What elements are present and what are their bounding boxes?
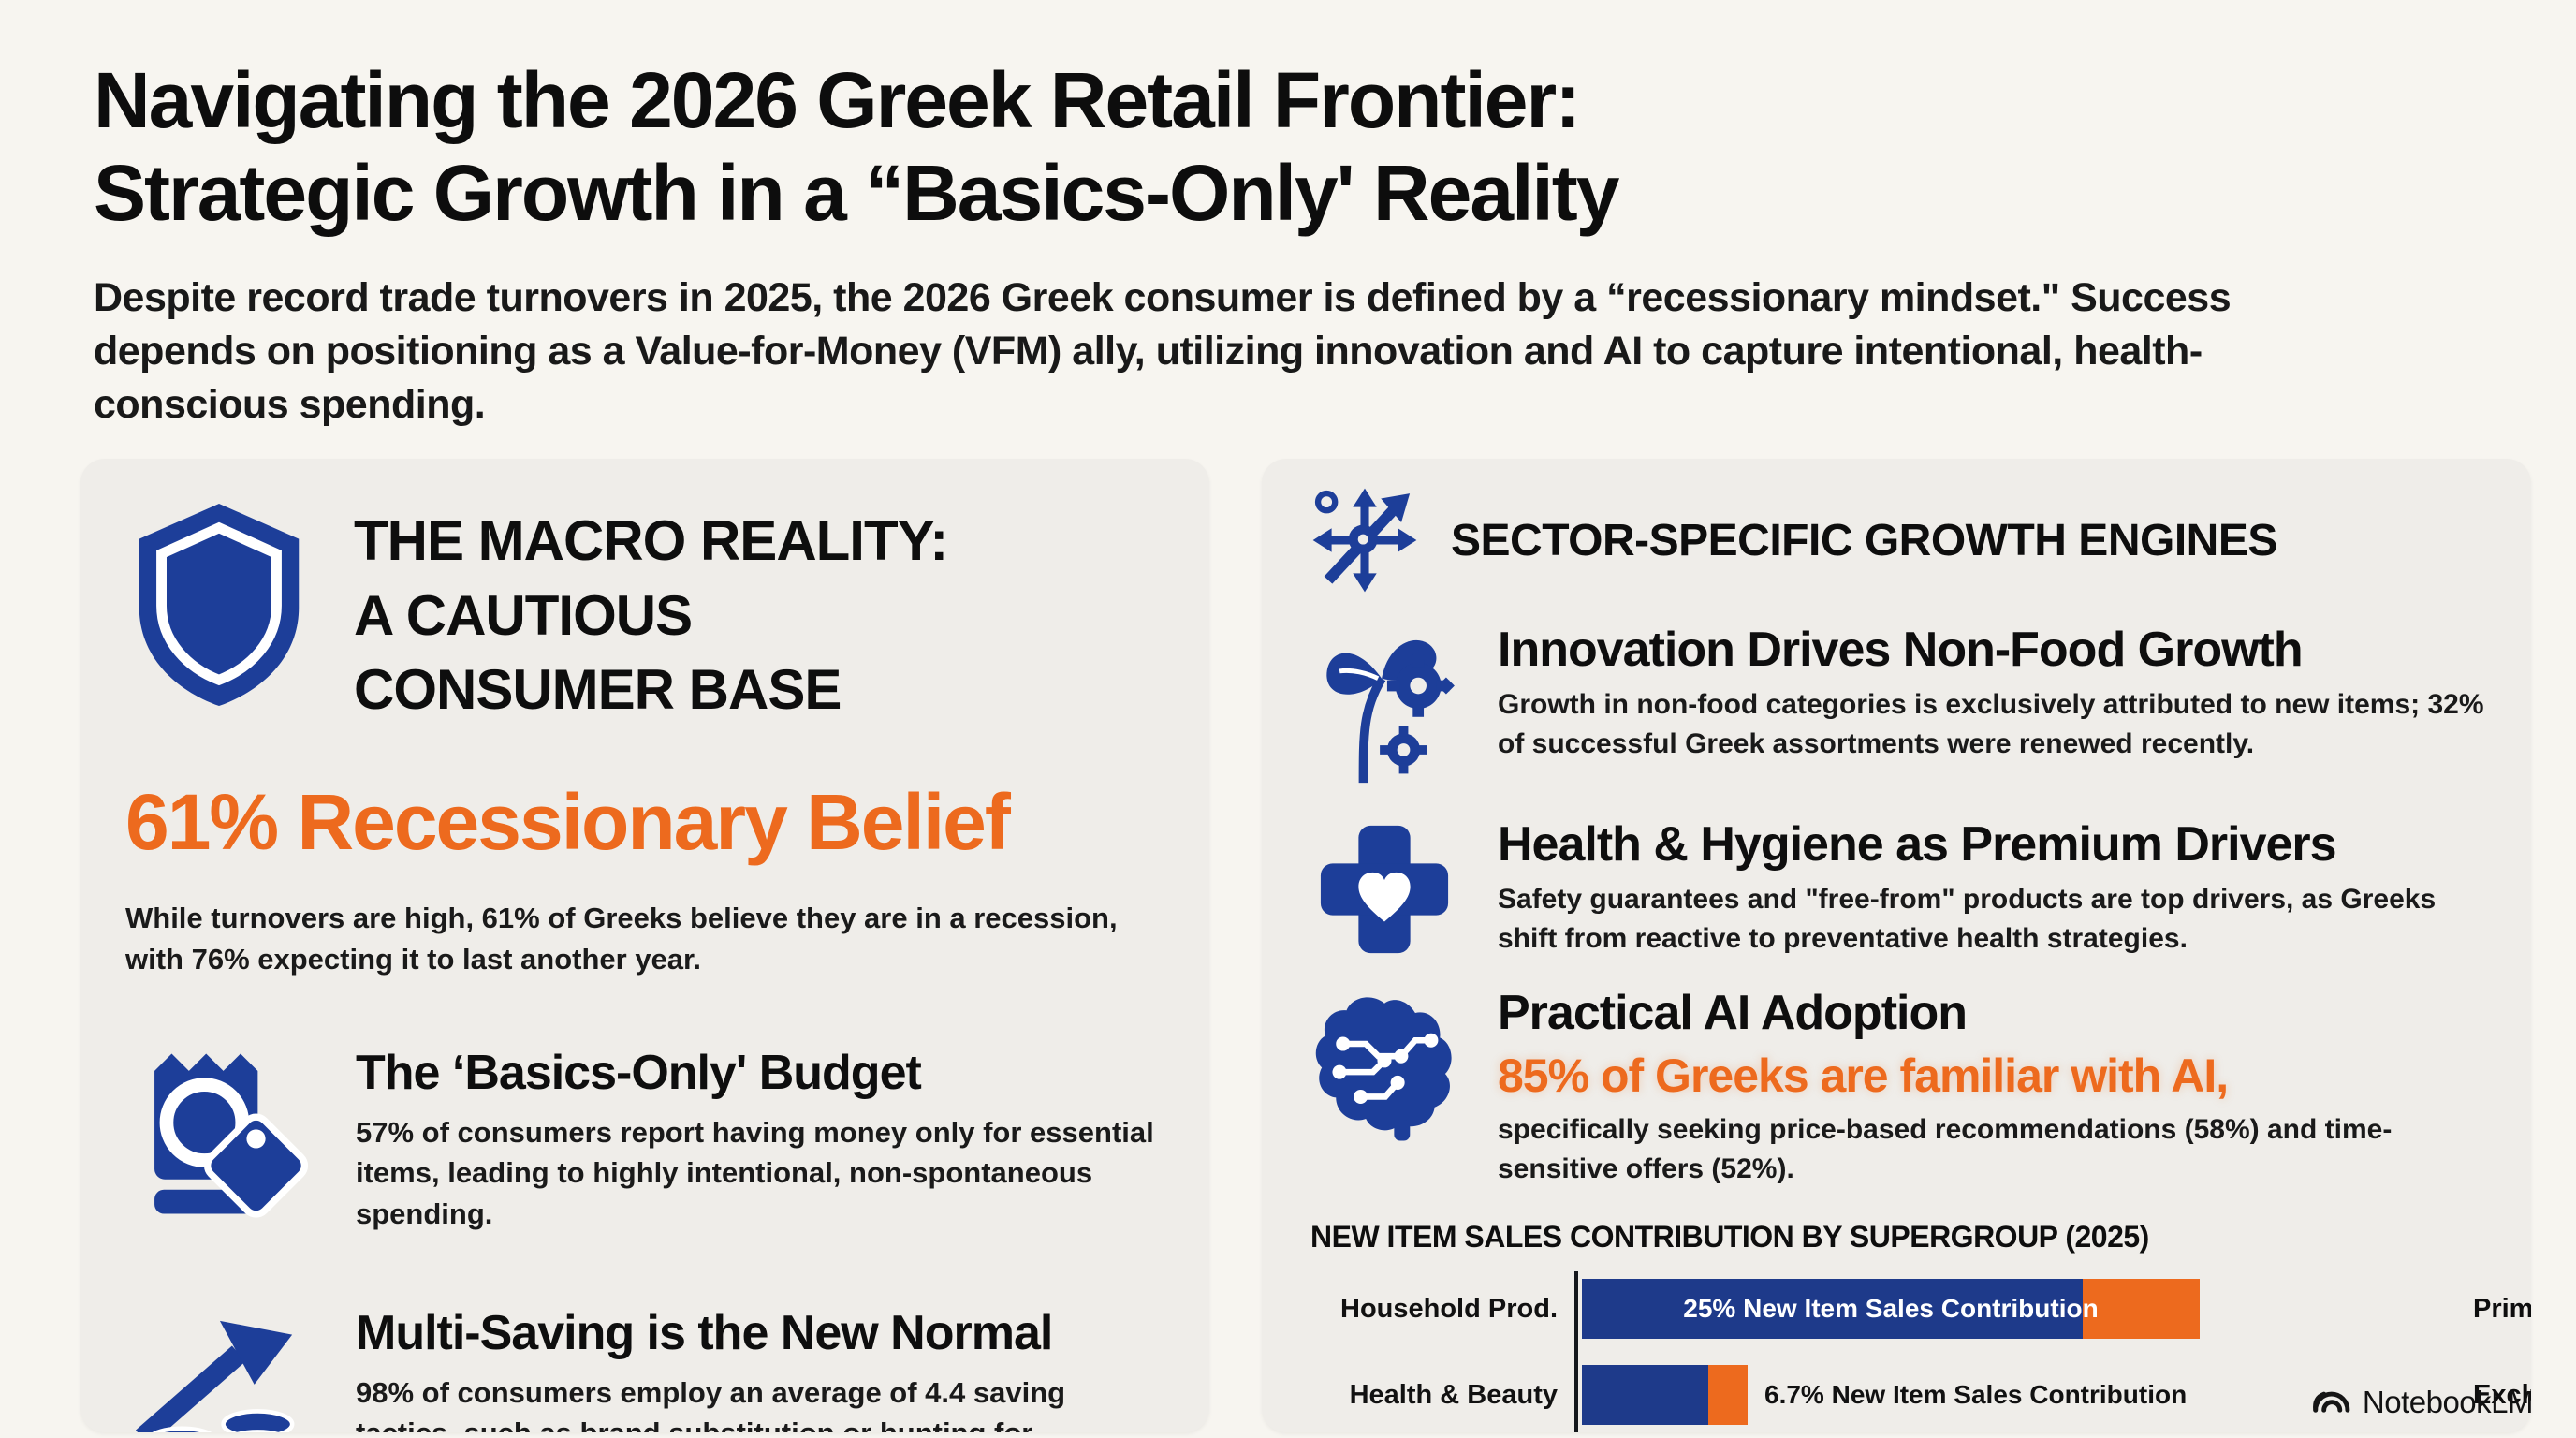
innovation-title: Innovation Drives Non-Food Growth — [1498, 623, 2304, 678]
ai-adoption-body: specifically seeking price-based recomme… — [1498, 1114, 2393, 1184]
notebooklm-logo-icon — [2310, 1380, 2351, 1425]
ai-adoption-title: Practical AI Adoption — [1498, 986, 1968, 1041]
chart-bar-orange-segment — [1708, 1365, 1748, 1426]
chart-bar-value-label: 6.7% New Item Sales Contribution — [1764, 1380, 2188, 1410]
chart-bar-blue-segment — [1582, 1365, 1708, 1426]
chart-category-label: Household Prod. — [1340, 1293, 1558, 1324]
macro-panel-heading: THE MACRO REALITY: A CAUTIOUS CONSUMER B… — [354, 504, 948, 726]
chart-row: Health & Beauty 6.7% New Item Sales Contr… — [1350, 1365, 2531, 1426]
multi-saving-title: Multi-Saving is the New Normal — [356, 1305, 1053, 1360]
chart-bar-blue-segment — [1582, 1279, 2083, 1340]
sector-growth-panel: SECTOR-SPECIFIC GROWTH ENGINES — [1262, 459, 2531, 1433]
innovation-text: Innovation Drives Non-Food Growth Growth… — [1498, 622, 2488, 790]
macro-heading-line3: CONSUMER BASE — [354, 657, 842, 721]
plant-gears-icon — [1305, 622, 1464, 790]
health-hygiene-section: Health & Hygiene as Premium Drivers Safe… — [1305, 816, 2488, 959]
chart-bar: 25% New Item Sales Contribution — [1582, 1279, 2200, 1340]
ai-adoption-section: Practical AI Adoption 85% of Greeks are … — [1305, 985, 2488, 1188]
page-title: Navigating the 2026 Greek Retail Frontie… — [94, 54, 2531, 240]
expansion-arrows-icon — [1305, 485, 1425, 595]
macro-reality-panel: THE MACRO REALITY: A CAUTIOUS CONSUMER B… — [80, 459, 1209, 1433]
basics-only-budget-body: 57% of consumers report having money onl… — [356, 1115, 1154, 1230]
chart-body: Household Prod. 25% New Item Sales Contri… — [1305, 1271, 2531, 1433]
chart-bar-value-label: 25% New Item Sales Contribution — [1683, 1294, 2099, 1324]
multi-saving-body: 98% of consumers employ an average of 4.… — [356, 1375, 1066, 1433]
macro-heading-line1: THE MACRO REALITY: — [354, 509, 948, 573]
macro-heading-line2: A CAUTIOUS — [354, 583, 693, 647]
multi-saving-text: Multi-Saving is the New Normal 98% of co… — [356, 1305, 1164, 1433]
sector-panel-header: SECTOR-SPECIFIC GROWTH ENGINES — [1305, 485, 2488, 595]
chart-row: Household Prod. 25% New Item Sales Contri… — [1340, 1279, 2531, 1340]
chart-rows: Household Prod. 25% New Item Sales Contri… — [1340, 1279, 2531, 1432]
ai-adoption-highlight: 85% of Greeks are familiar with AI, — [1498, 1049, 2229, 1103]
basics-only-budget-title: The ‘Basics-Only' Budget — [356, 1045, 922, 1100]
chart-y-axis — [1574, 1271, 1578, 1433]
health-hygiene-body: Safety guarantees and "free-from" produc… — [1498, 884, 2437, 954]
basics-only-budget-text: The ‘Basics-Only' Budget 57% of consumer… — [356, 1045, 1164, 1234]
coins-growth-arrow-icon — [125, 1299, 313, 1433]
grocery-bag-price-tag-icon — [125, 1038, 313, 1240]
ai-brain-circuit-icon — [1305, 985, 1464, 1188]
chart-bar-orange-segment — [2083, 1279, 2200, 1340]
chart-annotation-label: Exclusive Growth Driver — [2473, 1379, 2531, 1410]
recessionary-belief-stat: 61% Recessionary Belief — [125, 778, 1011, 867]
panel-row: THE MACRO REALITY: A CAUTIOUS CONSUMER B… — [80, 459, 2531, 1433]
notebooklm-attribution: NotebookLM — [2310, 1380, 2534, 1425]
page-title-line1: Navigating the 2026 Greek Retail Frontie… — [94, 56, 1581, 144]
sector-panel-heading: SECTOR-SPECIFIC GROWTH ENGINES — [1451, 515, 2277, 565]
basics-only-budget-section: The ‘Basics-Only' Budget 57% of consumer… — [125, 1038, 1164, 1240]
macro-panel-header: THE MACRO REALITY: A CAUTIOUS CONSUMER B… — [125, 498, 1164, 726]
innovation-section: Innovation Drives Non-Food Growth Growth… — [1305, 622, 2488, 790]
chart-title: NEW ITEM SALES CONTRIBUTION BY SUPERGROU… — [1310, 1220, 2149, 1255]
notebooklm-wordmark: NotebookLM — [2362, 1385, 2534, 1419]
medical-cross-heart-icon — [1305, 816, 1464, 959]
recessionary-belief-body: While turnovers are high, 61% of Greeks … — [125, 902, 1118, 976]
page-subtitle: Despite record trade turnovers in 2025, … — [94, 275, 2232, 427]
new-item-sales-chart: NEW ITEM SALES CONTRIBUTION BY SUPERGROU… — [1305, 1220, 2531, 1433]
innovation-body: Growth in non-food categories is exclusi… — [1498, 689, 2484, 759]
shield-icon — [125, 498, 313, 712]
health-hygiene-text: Health & Hygiene as Premium Drivers Safe… — [1498, 816, 2488, 959]
page-title-line2: Strategic Growth in a “Basics-Only' Real… — [94, 149, 1619, 238]
chart-category-label: Health & Beauty — [1349, 1379, 1558, 1410]
ai-adoption-text: Practical AI Adoption 85% of Greeks are … — [1498, 985, 2488, 1188]
chart-annotation-label: Primary Growth Engine — [2473, 1293, 2531, 1324]
chart-bar — [1582, 1365, 1748, 1426]
page-header: Navigating the 2026 Greek Retail Frontie… — [0, 0, 2576, 431]
health-hygiene-title: Health & Hygiene as Premium Drivers — [1498, 817, 2337, 873]
multi-saving-section: Multi-Saving is the New Normal 98% of co… — [125, 1299, 1164, 1433]
